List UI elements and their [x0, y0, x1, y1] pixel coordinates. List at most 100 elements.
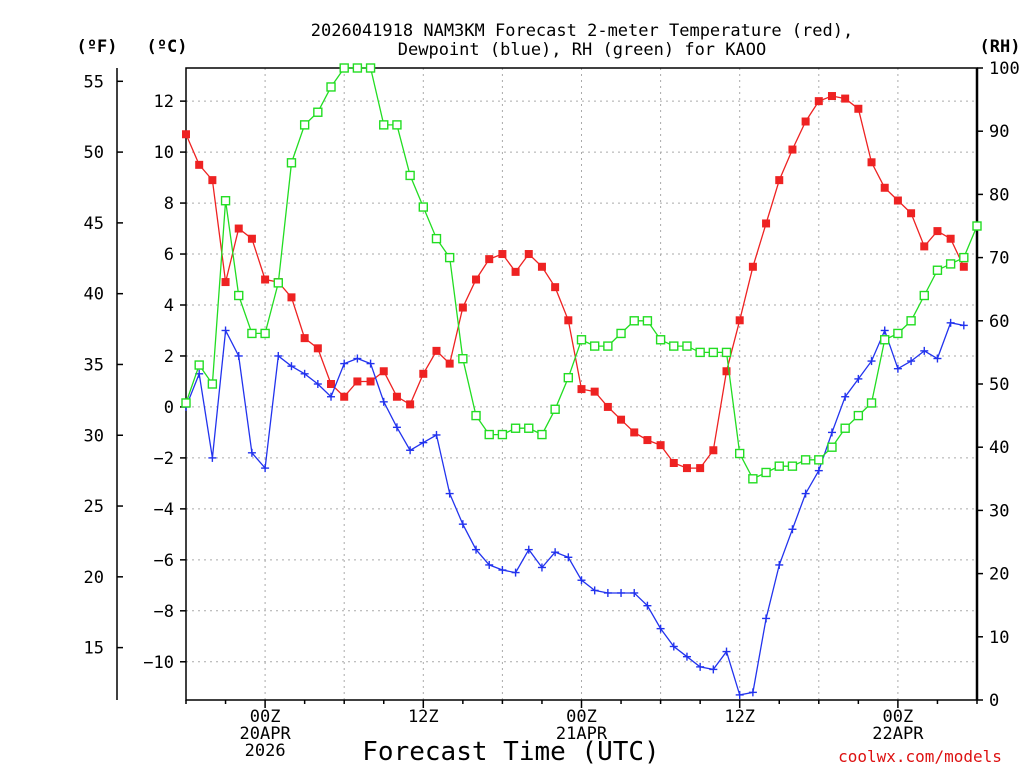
rh-point: [260, 328, 270, 339]
temperature-point: [656, 441, 665, 450]
rh-point: [629, 316, 639, 326]
rh-tick-label: 30: [989, 501, 1009, 521]
temperature-point: [432, 346, 441, 355]
temperature-point: [603, 402, 612, 411]
dewpoint-point: [247, 448, 256, 457]
x-tick-label: 12Z: [408, 707, 439, 727]
celsius-tick-label: 12: [154, 92, 174, 112]
rh-tick-label: 60: [989, 312, 1009, 332]
rh-point: [880, 335, 890, 345]
rh-point: [299, 120, 310, 130]
dewpoint-point: [814, 466, 823, 475]
temperature-point: [933, 227, 942, 236]
celsius-tick-label: 6: [164, 245, 174, 265]
x-tick-label: 00Z: [566, 707, 597, 727]
fahrenheit-tick-label: 25: [84, 497, 104, 517]
temperature-point: [287, 293, 296, 302]
rh-point: [286, 158, 297, 168]
series-layer: [181, 63, 982, 699]
dewpoint-point: [827, 428, 836, 437]
dewpoint-point: [313, 380, 322, 388]
rh-point: [761, 467, 771, 478]
rh-point: [945, 259, 956, 269]
rh-point: [220, 196, 231, 206]
temperature-point: [406, 400, 415, 409]
rh-tick-label: 0: [989, 691, 999, 711]
dewpoint-point: [524, 545, 533, 554]
rh-point: [866, 398, 877, 408]
dewpoint-point: [366, 359, 375, 368]
rh-point: [194, 360, 204, 370]
rh-point: [352, 63, 363, 73]
rh-point: [431, 233, 442, 244]
rh-point: [458, 354, 468, 364]
temperature-point: [643, 436, 652, 445]
temperature-point: [617, 415, 626, 424]
dewpoint-point: [590, 586, 599, 595]
dewpoint-point: [261, 464, 270, 473]
dewpoint-point: [867, 357, 876, 366]
dewpoint-point: [603, 588, 612, 597]
temperature-point: [630, 428, 639, 437]
temperature-point: [551, 283, 560, 292]
rh-point: [748, 474, 758, 484]
dewpoint-point: [551, 548, 560, 557]
dewpoint-point: [327, 392, 336, 401]
temperature-point: [920, 242, 929, 251]
dewpoint-point: [854, 374, 863, 383]
temperature-point: [327, 380, 336, 388]
celsius-tick-label: −6: [154, 551, 174, 571]
dewpoint-point: [472, 545, 481, 554]
temperature-point: [880, 183, 889, 192]
chart-title-line1: 2026041918 NAM3KM Forecast 2-meter Tempe…: [311, 21, 853, 41]
celsius-tick-label: −10: [143, 653, 174, 673]
temperature-point: [234, 224, 243, 233]
temperature-point: [775, 176, 784, 185]
dewpoint-point: [537, 563, 546, 572]
temperature-point: [498, 250, 507, 259]
rh-point: [695, 347, 705, 358]
rh-point: [800, 455, 811, 465]
temperature-point: [709, 446, 718, 455]
dewpoint-point: [748, 688, 757, 697]
dewpoint-point: [274, 351, 283, 360]
rh-point: [972, 221, 982, 231]
x-tick-label: 12Z: [724, 707, 755, 727]
rh-tick-label: 50: [989, 375, 1009, 395]
temperature-point: [907, 209, 916, 218]
dewpoint-point: [392, 423, 401, 432]
rh-point: [576, 335, 587, 345]
grid-layer: [186, 68, 977, 700]
temperature-point: [340, 392, 349, 401]
rh-tick-label: 70: [989, 249, 1009, 269]
temperature-point: [419, 369, 428, 378]
temperature-point: [788, 145, 797, 154]
temperature-point: [182, 130, 190, 139]
temperature-point: [827, 92, 836, 101]
rh-point: [787, 461, 798, 471]
temperature-point: [946, 234, 955, 243]
dewpoint-point: [221, 326, 230, 335]
temperature-point: [867, 158, 876, 167]
temperature-point: [472, 275, 481, 284]
dewpoint-point: [880, 326, 889, 335]
rh-point: [365, 63, 376, 73]
rh-point: [326, 82, 336, 92]
celsius-tick-label: −8: [154, 602, 174, 622]
rh-point: [313, 107, 323, 117]
rh-tick-label: 90: [989, 122, 1009, 142]
celsius-tick-label: 4: [164, 296, 174, 316]
rh-point: [510, 423, 521, 433]
temperature-point: [735, 316, 744, 325]
temperature-point: [814, 97, 823, 106]
dewpoint-point: [893, 364, 902, 373]
rh-tick-label: 100: [989, 59, 1020, 79]
temperature-point: [379, 367, 388, 376]
celsius-tick-label: 10: [154, 143, 174, 163]
dewpoint-point: [564, 553, 573, 562]
temperature-point: [208, 176, 217, 185]
rh-point: [603, 341, 613, 351]
fahrenheit-tick-label: 40: [84, 285, 104, 305]
celsius-tick-label: −2: [154, 449, 174, 469]
temperature-point: [524, 250, 533, 259]
